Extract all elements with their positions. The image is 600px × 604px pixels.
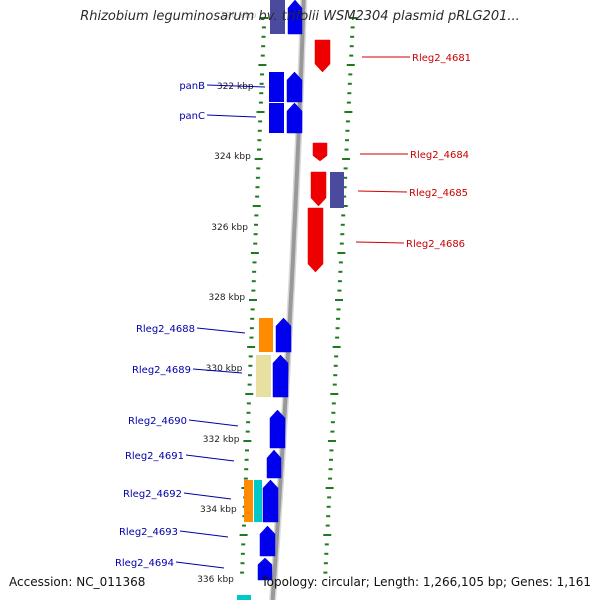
leader-line — [188, 419, 239, 427]
leader-line — [355, 241, 405, 244]
leader-line — [196, 327, 246, 334]
leader-line — [179, 530, 229, 538]
scale-tick-label: 326 kbp — [211, 223, 248, 233]
gene-arrow[interactable] — [307, 207, 324, 273]
scale-tick-label: 330 kbp — [206, 364, 243, 374]
gene-label-rleg2_4688[interactable]: Rleg2_4688 — [136, 324, 195, 335]
plasmid-title: Rhizobium leguminosarum bv. trifolii WSM… — [80, 9, 520, 24]
gene-label-rleg2_4694[interactable]: Rleg2_4694 — [115, 558, 174, 569]
gene-label-rleg2_4684[interactable]: Rleg2_4684 — [410, 150, 469, 161]
gene-block[interactable] — [244, 480, 253, 522]
inner-tick-ring — [239, 17, 269, 574]
outer-tick-ring — [323, 17, 358, 574]
gene-arrow[interactable] — [257, 557, 273, 581]
gene-features — [237, 0, 344, 600]
leader-line — [175, 561, 225, 569]
leader-line — [357, 190, 408, 193]
gene-arrow[interactable] — [266, 449, 282, 479]
gene-arrow[interactable] — [262, 479, 279, 523]
kbp-scale: 320 kbp 322 kbp 324 kbp 326 kbp 328 kbp 330 k… — [197, 11, 257, 585]
leader-line — [206, 84, 266, 88]
leader-line — [192, 368, 243, 374]
gene-arrow[interactable] — [286, 102, 303, 134]
gene-block[interactable] — [270, 0, 285, 34]
gene-label-rleg2_4686[interactable]: Rleg2_4686 — [406, 239, 465, 250]
gene-block[interactable] — [254, 480, 262, 522]
gene-label-panb[interactable]: panB — [179, 81, 205, 92]
leader-line — [206, 114, 257, 118]
gene-label-rleg2_4693[interactable]: Rleg2_4693 — [119, 527, 178, 538]
gene-block[interactable] — [269, 103, 284, 133]
gene-arrow[interactable] — [269, 409, 286, 449]
summary-label: Topology: circular; Length: 1,266,105 bp… — [261, 575, 591, 589]
gene-block[interactable] — [269, 72, 284, 102]
scale-tick-label: 320 kbp — [220, 11, 257, 21]
gene-label-rleg2_4691[interactable]: Rleg2_4691 — [125, 451, 184, 462]
gene-labels: panB panC Rleg2_4688 Rleg2_4689 Rleg2_4690 Rl… — [115, 53, 471, 569]
scale-tick-label: 324 kbp — [214, 152, 251, 162]
gene-label-rleg2_4690[interactable]: Rleg2_4690 — [128, 416, 187, 427]
scale-tick-label: 322 kbp — [217, 82, 254, 92]
gene-block[interactable] — [237, 595, 251, 600]
accession-label: Accession: NC_011368 — [9, 575, 146, 589]
gene-block[interactable] — [330, 172, 344, 208]
gene-arrow[interactable] — [312, 142, 328, 162]
gene-label-rleg2_4681[interactable]: Rleg2_4681 — [412, 53, 471, 64]
gene-label-rleg2_4689[interactable]: Rleg2_4689 — [132, 365, 191, 376]
gene-label-panc[interactable]: panC — [179, 111, 205, 122]
gene-block[interactable] — [259, 318, 273, 352]
gene-arrow[interactable] — [310, 171, 327, 207]
gene-arrow[interactable] — [287, 0, 303, 35]
gene-arrow[interactable] — [259, 525, 276, 557]
scale-tick-label: 328 kbp — [208, 293, 245, 303]
leader-line — [185, 454, 235, 462]
gene-label-rleg2_4685[interactable]: Rleg2_4685 — [409, 188, 468, 199]
gene-arrow[interactable] — [272, 354, 289, 398]
scale-tick-label: 336 kbp — [197, 575, 234, 585]
gene-block[interactable] — [256, 355, 271, 397]
gene-arrow[interactable] — [286, 71, 303, 103]
gene-arrow[interactable] — [275, 317, 292, 353]
leader-line — [183, 492, 232, 500]
scale-tick-label: 332 kbp — [203, 435, 240, 445]
gene-label-rleg2_4692[interactable]: Rleg2_4692 — [123, 489, 182, 500]
gene-arrow[interactable] — [314, 39, 331, 73]
scale-tick-label: 334 kbp — [200, 505, 237, 515]
